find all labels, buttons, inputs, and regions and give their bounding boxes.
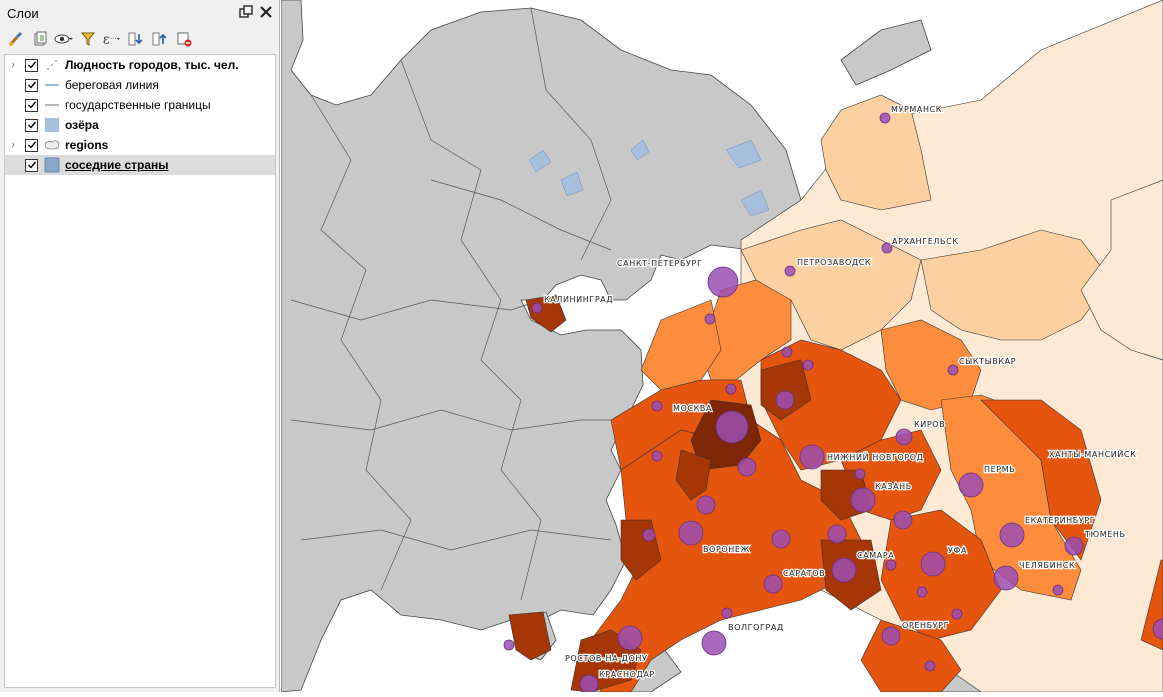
layer-row-coastline[interactable]: береговая линия [5,75,275,95]
layer-row-regions[interactable]: › regions [5,135,275,155]
city-label: САРАТОВ [783,569,825,578]
layer-checkbox[interactable] [25,138,38,152]
layer-checkbox[interactable] [25,98,38,112]
panel-titlebar: Слои [0,0,279,26]
city-label: ПЕРМЬ [984,465,1015,474]
city-label: САНКТ-ПЕТЕРБУРГ [617,259,702,268]
city-label: ОРЕНБУРГ [902,621,949,630]
layer-tree: › Людность городов, тыс. чел. береговая … [4,54,276,688]
remove-layer-icon[interactable] [174,29,194,49]
city-label: КРАСНОДАР [599,670,655,679]
city-label: ВОРОНЕЖ [703,545,750,554]
polygon-icon [44,137,60,153]
panel-title: Слои [7,5,39,21]
city-label: САМАРА [857,551,894,560]
map-canvas[interactable]: МУРМАНСК АРХАНГЕЛЬСК САНКТ-ПЕТЕРБУРГ ПЕТ… [280,0,1163,694]
filter-icon[interactable] [78,29,98,49]
close-panel-icon[interactable] [259,5,273,22]
layer-row-borders[interactable]: государственные границы [5,95,275,115]
city-label: КАЛИНИНГРАД [544,295,613,304]
layer-row-lakes[interactable]: озёра [5,115,275,135]
city-circles [503,112,1163,694]
expand-all-icon[interactable] [126,29,146,49]
city-label: НИЖНИЙ НОВГОРОД [827,451,924,462]
city-label: АРХАНГЕЛЬСК [892,237,959,246]
svg-text:…: … [110,34,116,41]
float-panel-icon[interactable] [239,4,253,22]
layer-name: соседние страны [65,158,169,172]
layer-checkbox[interactable] [25,118,38,132]
city-label: ВОЛГОГРАД [728,623,784,632]
layer-name: regions [65,138,109,152]
expand-arrow-icon[interactable]: › [11,139,15,151]
city-label: СЫКТЫВКАР [959,357,1016,366]
visibility-eye-icon[interactable] [54,29,74,49]
layer-name: озёра [65,118,99,132]
map-svg[interactable]: МУРМАНСК АРХАНГЕЛЬСК САНКТ-ПЕТЕРБУРГ ПЕТ… [280,0,1163,694]
city-label: КИРОВ [914,420,945,429]
city-label: ЕКАТЕРИНБУРГ [1025,516,1095,525]
city-label: ТЮМЕНЬ [1084,530,1126,539]
city-label: КАЗАНЬ [875,482,912,491]
layers-panel: Слои ε… › Людность городов, тыс. чел. [0,0,280,692]
city-label: ПЕТРОЗАВОДСК [797,258,871,267]
city-label: УФА [948,546,967,555]
regions-layer [508,0,1163,693]
layer-name: государственные границы [65,98,211,112]
layer-checkbox[interactable] [25,158,38,172]
points-icon [44,57,60,73]
country-borders [290,7,626,601]
lakes-layer [528,139,770,217]
layers-toolbar: ε… [0,26,279,52]
layer-checkbox[interactable] [25,78,38,92]
city-label: ХАНТЫ-МАНСИЙСК [1049,448,1136,459]
layer-row-neighbors[interactable]: соседние страны [5,155,275,175]
style-brush-icon[interactable] [6,29,26,49]
line-icon [44,97,60,113]
layer-row-cities[interactable]: › Людность городов, тыс. чел. [5,55,275,75]
svg-text:ε: ε [103,32,110,47]
city-label: МОСКВА [673,404,712,413]
fill-icon [44,157,60,173]
collapse-all-icon[interactable] [150,29,170,49]
city-label: ЧЕЛЯБИНСК [1019,561,1075,570]
expand-arrow-icon[interactable]: › [11,59,15,71]
line-icon [44,77,60,93]
layer-name: береговая линия [65,78,159,92]
city-label: МУРМАНСК [891,105,942,114]
city-label: РОСТОВ-НА-ДОНУ [565,654,647,663]
fill-icon [44,117,60,133]
layer-name: Людность городов, тыс. чел. [65,58,239,72]
layer-checkbox[interactable] [25,58,38,72]
expression-filter-icon[interactable]: ε… [102,29,122,49]
add-group-icon[interactable] [30,29,50,49]
city-labels: МУРМАНСК АРХАНГЕЛЬСК САНКТ-ПЕТЕРБУРГ ПЕТ… [543,104,1137,681]
